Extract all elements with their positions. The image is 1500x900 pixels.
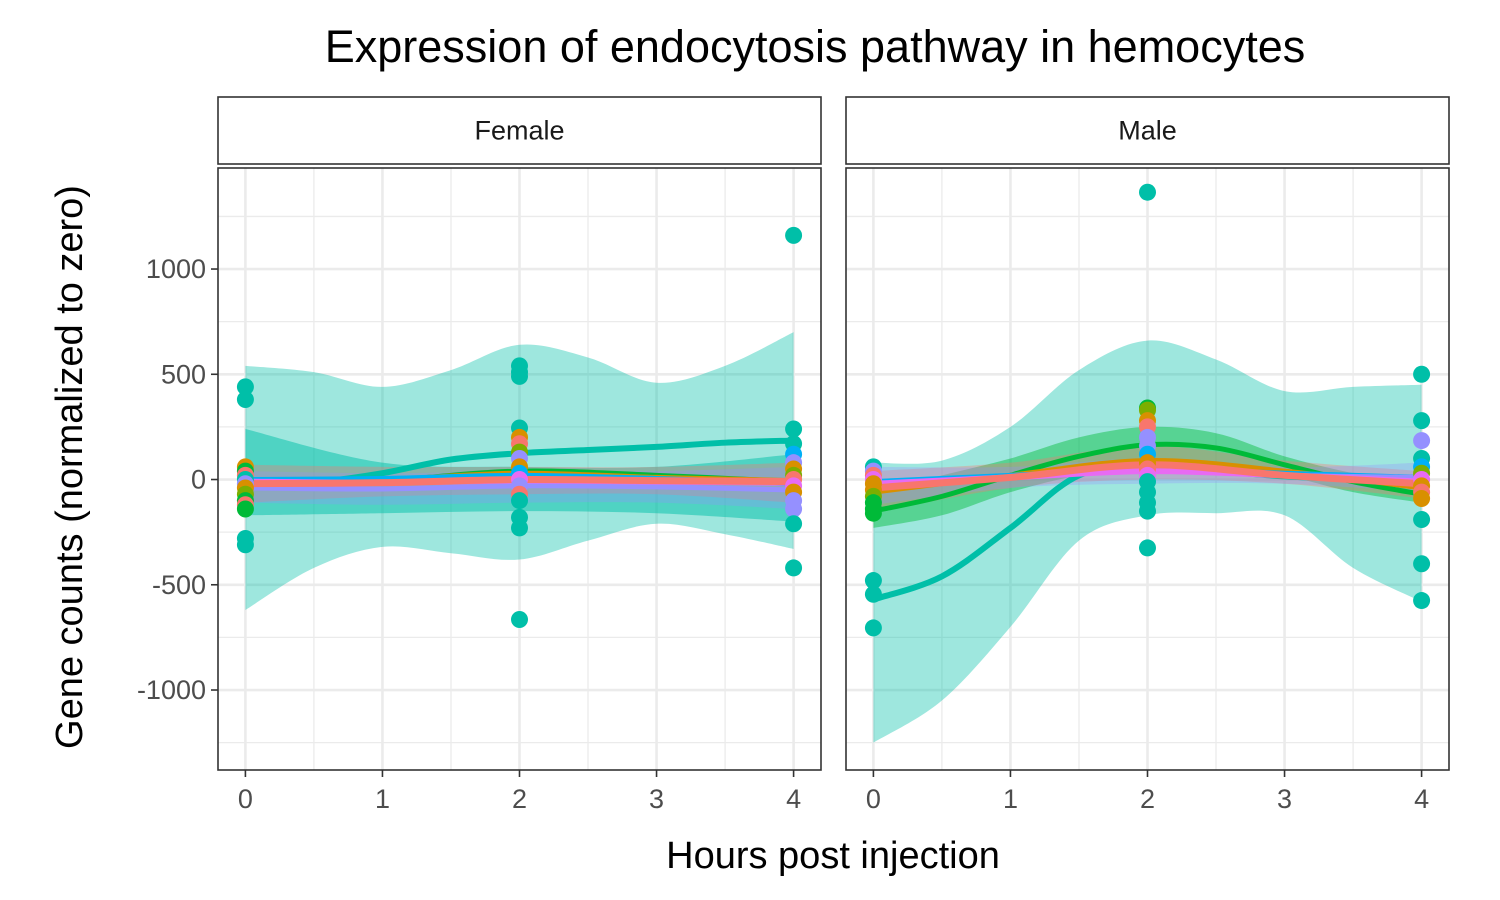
data-point [864,504,882,522]
data-point [236,536,254,554]
data-point [1413,432,1431,450]
data-point [511,492,528,510]
data-point [236,391,254,409]
data-point [785,420,803,438]
x-tick-label: 1 [375,784,390,814]
data-point [1413,511,1431,529]
data-point [236,500,254,518]
data-point [1413,592,1431,610]
data-point [785,559,803,577]
data-point [511,611,528,628]
data-point [785,500,803,518]
confidence-band-teal [873,340,1422,743]
y-tick-label: 0 [191,465,206,495]
x-tick-label: 2 [512,784,527,814]
data-point [1413,365,1431,383]
data-point [1139,502,1156,520]
y-tick-label: -500 [152,570,206,600]
data-point [864,619,882,637]
data-point [1413,412,1431,430]
data-point [864,585,882,603]
facet-strip [217,96,822,165]
data-point [1139,539,1156,557]
facet-strip-label: Male [1118,116,1177,146]
x-tick-label: 0 [866,784,881,814]
x-axis-title: Hours post injection [666,835,1000,877]
y-tick-label: -1000 [137,675,206,705]
data-point [785,515,803,533]
data-point [511,367,528,385]
data-point [1413,555,1431,573]
x-tick-label: 2 [1140,784,1155,814]
plot-content [236,226,803,628]
facet-strip [845,96,1450,165]
plot-content [864,183,1431,743]
y-axis-title: Gene counts (normalized to zero) [49,185,91,749]
y-tick-label: 500 [161,359,206,389]
data-point [236,378,254,396]
data-point [864,572,882,590]
data-point [1139,183,1156,201]
x-tick-label: 3 [1277,784,1292,814]
facet-strip-label: Female [474,116,564,146]
x-tick-label: 4 [786,784,801,814]
y-tick-label: 1000 [146,254,206,284]
facet-panels: Female 0 1 2 3 4 1000 500 0 -500 -1000 Male 0 1 2 3 4 [137,96,1450,814]
facet-panel-female: Female 0 1 2 3 4 1000 500 0 -500 -1000 [137,96,822,814]
x-tick-label: 3 [649,784,664,814]
data-point [511,519,528,537]
facet-panel-male: Male 0 1 2 3 4 [845,96,1450,814]
x-tick-label: 1 [1003,784,1018,814]
x-tick-label: 4 [1414,784,1429,814]
data-point [785,226,803,244]
data-point [1413,489,1431,507]
x-tick-label: 0 [238,784,253,814]
chart-title: Expression of endocytosis pathway in hem… [325,21,1306,72]
